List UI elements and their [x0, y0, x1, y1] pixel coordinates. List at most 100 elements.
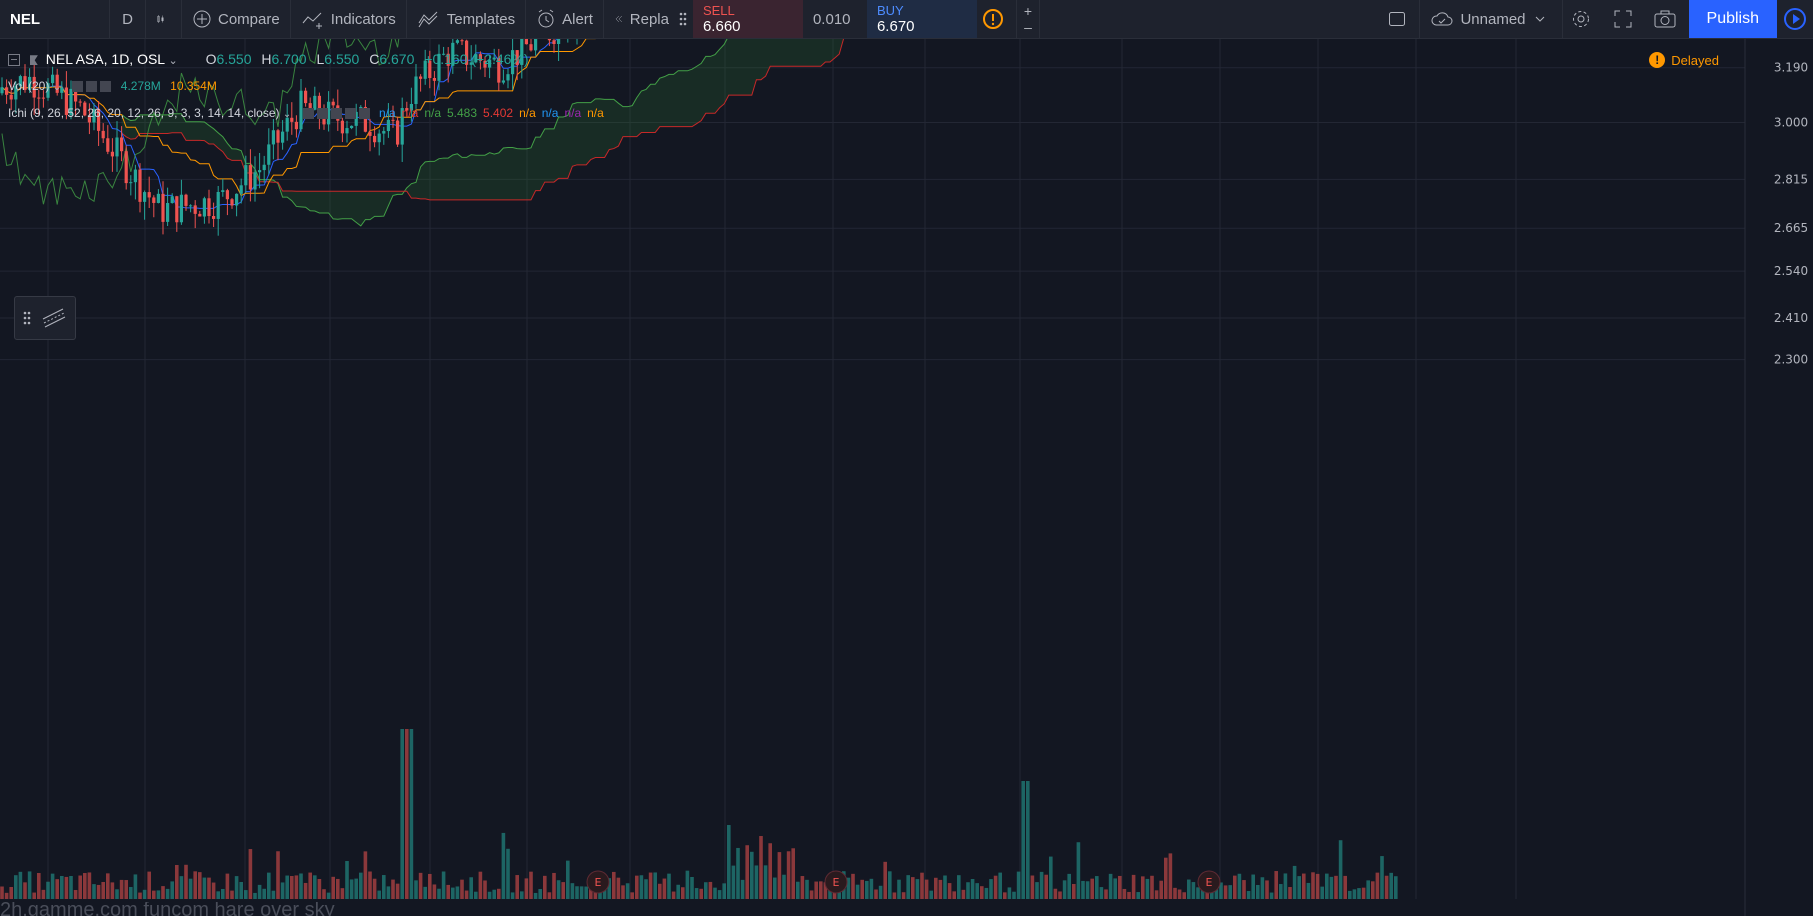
eye-icon[interactable] [72, 81, 84, 93]
buy-button[interactable]: BUY 6.670 [866, 0, 977, 38]
drawing-toolbar-floating[interactable] [14, 296, 76, 340]
alert-button[interactable]: Alert [526, 0, 604, 38]
chart-type-button[interactable] [146, 0, 182, 38]
chevron-down-icon[interactable]: ⌄ [168, 55, 178, 67]
volume-bar [1223, 885, 1228, 899]
volume-bar [377, 890, 381, 899]
replay-label: Repla [629, 10, 669, 28]
eye-icon[interactable] [302, 108, 314, 120]
volume-bar [911, 877, 915, 899]
more-icon[interactable] [344, 108, 356, 120]
chevron-down-icon[interactable]: ⌄ [282, 109, 292, 120]
trade-info-button[interactable] [977, 0, 1017, 38]
parallel-channel-icon[interactable] [41, 307, 67, 329]
volume-bar [1108, 873, 1113, 899]
candle-body [179, 194, 183, 223]
price-axis[interactable]: 7.5007.0006.5006.0005.5005.2505.0004.750… [0, 39, 1813, 916]
sell-button[interactable]: SELL 6.660 [692, 0, 803, 38]
bottom-overlay-text: 2h.gamme.com funcom hare over sky [0, 902, 335, 916]
chevron-down-icon[interactable]: ⌄ [52, 82, 62, 93]
candle-body [230, 199, 234, 206]
drag-handle-icon[interactable] [23, 310, 31, 326]
replay-button[interactable]: Repla [604, 0, 679, 38]
volume-bar [1256, 884, 1260, 899]
candle-body [492, 57, 496, 60]
fullscreen-button[interactable] [1605, 0, 1647, 38]
volume-bar [1389, 872, 1393, 899]
plus-icon[interactable]: + [1023, 3, 1033, 19]
publish-button[interactable]: Publish [1688, 0, 1777, 38]
volume-bar [1320, 886, 1324, 899]
volume-bar [704, 882, 708, 899]
volume-bar [575, 886, 579, 899]
volume-bar [492, 889, 496, 899]
volume-bar [331, 876, 335, 899]
delayed-status[interactable]: ! Delayed [1649, 52, 1719, 68]
layout-toggle-button[interactable] [1380, 0, 1421, 38]
volume-bar [998, 872, 1002, 899]
qty-stepper[interactable]: + – [1017, 0, 1040, 38]
interval-button[interactable]: D [110, 0, 146, 38]
candle-body [290, 117, 294, 122]
gear-icon[interactable] [316, 108, 328, 120]
volume-bar [1095, 876, 1099, 899]
volume-bar [285, 875, 289, 899]
candle-body [212, 216, 216, 219]
settings-button[interactable] [1563, 0, 1605, 38]
volume-bar [1200, 888, 1205, 899]
ichimoku-title[interactable]: Ichi (9, 26, 52, 26, 20, 12, 26, 9, 3, 3… [8, 106, 280, 120]
candle-body [175, 196, 179, 223]
ichimoku-settings-icons[interactable] [302, 106, 370, 120]
volume-bar [119, 879, 124, 899]
close-value: 6.670 [379, 51, 415, 67]
volume-bar [1292, 865, 1297, 899]
volume-bar [1154, 890, 1159, 899]
candle-body [299, 90, 303, 130]
volume-bar [515, 875, 519, 899]
price-chart[interactable]: 7.5007.0006.5006.0005.5005.2505.0004.750… [0, 39, 1813, 916]
close-icon[interactable] [100, 81, 112, 93]
candle-body [198, 213, 202, 217]
replay-play-button[interactable] [1777, 0, 1813, 38]
volume-bar [717, 890, 722, 899]
symbol-search[interactable]: NEL [0, 0, 110, 38]
volume-bar [336, 878, 340, 899]
volume-title[interactable]: Vol (20) [8, 79, 50, 93]
candle-body [276, 130, 280, 143]
candle-body [331, 101, 335, 106]
layout-name-button[interactable]: Unnamed [1420, 0, 1563, 38]
volume-bar [1039, 871, 1044, 899]
trade-panel-handle[interactable] [679, 0, 693, 38]
series-title[interactable]: NEL ASA, 1D, OSL [45, 51, 165, 67]
candle-body [340, 120, 344, 134]
cloud-fill [121, 39, 844, 226]
volume-bar [418, 872, 423, 899]
volume-settings-icons[interactable] [72, 79, 112, 93]
candle-body [345, 128, 349, 134]
snapshot-button[interactable] [1647, 0, 1689, 38]
candle-body [143, 192, 147, 202]
volume-value: 4.278M [120, 79, 161, 93]
volume-bar [345, 861, 349, 899]
flag-icon[interactable] [29, 55, 38, 66]
indicators-icon [302, 12, 322, 29]
indicators-button[interactable]: Indicators [291, 0, 407, 38]
volume-bar [27, 871, 32, 899]
volume-bar [78, 875, 82, 899]
volume-bar [616, 877, 621, 899]
info-icon [983, 9, 1004, 29]
legend-collapse-icon[interactable] [8, 54, 20, 67]
templates-button[interactable]: Templates [407, 0, 527, 38]
volume-bar [934, 877, 938, 899]
volume-bar [4, 892, 9, 899]
gear-icon[interactable] [86, 81, 98, 93]
volume-bar [1269, 892, 1274, 899]
volume-bar [276, 851, 280, 899]
close-icon[interactable] [358, 108, 370, 120]
volume-bar [83, 873, 87, 899]
candle-body [60, 87, 64, 93]
compare-button[interactable]: Compare [182, 0, 291, 38]
volume-bar [423, 886, 427, 899]
minus-icon[interactable]: – [1024, 19, 1032, 35]
source-icon[interactable] [330, 108, 342, 120]
